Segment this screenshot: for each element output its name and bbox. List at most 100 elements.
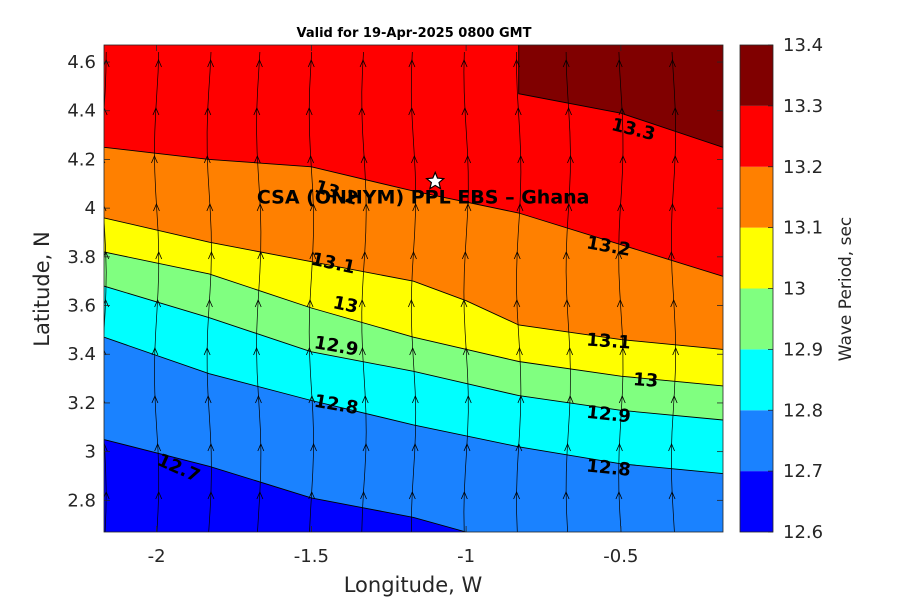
wave-arrowhead — [408, 490, 416, 500]
colorbar-tick-label: 12.8 — [783, 400, 823, 421]
wave-arrowhead — [360, 154, 368, 164]
contour-line-12.8 — [104, 336, 723, 475]
colorbar-swatch-12.9 — [740, 288, 773, 350]
wave-arrowhead — [307, 154, 314, 164]
wave-arrowhead — [409, 346, 417, 356]
wave-arrowhead — [155, 250, 163, 260]
contour-label: 13 — [331, 292, 360, 318]
wave-arrowhead — [207, 490, 215, 500]
wave-arrowhead — [514, 106, 522, 116]
wave-arrowhead — [513, 298, 521, 308]
wave-arrowhead — [464, 154, 472, 164]
wave-arrowhead — [308, 490, 316, 500]
colorbar-tick-label: 13.2 — [783, 157, 823, 178]
wave-arrowhead — [517, 394, 525, 404]
y-tick-label: 3.8 — [67, 247, 96, 268]
colorbar-swatch-12.7 — [740, 410, 773, 472]
colorbar-tick-label: 13.3 — [783, 96, 823, 117]
wave-arrowhead — [206, 298, 213, 308]
wave-streamline — [671, 51, 677, 532]
wave-arrowhead — [515, 442, 523, 452]
wave-arrowhead — [411, 442, 419, 452]
wave-arrowhead — [306, 346, 313, 356]
wave-arrowhead — [361, 250, 369, 260]
wave-arrowhead — [562, 58, 570, 68]
wave-streamline — [361, 51, 367, 532]
x-tick-label: -0.5 — [603, 546, 638, 567]
colorbar-tick-label: 12.9 — [783, 339, 823, 360]
wave-streamline — [154, 51, 160, 532]
contour-label: 12.8 — [585, 455, 631, 481]
wave-arrowhead — [154, 442, 162, 452]
wave-streamline — [410, 51, 417, 532]
wave-arrowhead — [463, 442, 471, 452]
wave-arrowhead — [151, 154, 158, 164]
wave-arrowhead — [618, 394, 626, 404]
x-axis-ticks: -2 -1.5 -1 -0.5 — [148, 45, 638, 567]
wave-arrowhead — [359, 58, 367, 68]
wave-arrowhead — [617, 202, 624, 212]
wave-arrowhead — [618, 106, 626, 116]
wave-arrowhead — [563, 298, 571, 308]
wave-arrowhead — [204, 106, 212, 116]
wave-arrowhead — [408, 58, 416, 68]
wave-arrowhead — [671, 106, 679, 116]
contour-label: 12.9 — [585, 402, 631, 428]
wave-arrowhead — [670, 394, 678, 404]
wave-arrowhead — [619, 346, 627, 356]
site-label: CSA (ONHYM) PPL EBS – Ghana — [257, 186, 590, 208]
wave-arrowhead — [253, 154, 261, 164]
wave-arrowhead — [256, 490, 264, 500]
wave-arrowhead — [256, 202, 264, 212]
wave-arrowhead — [253, 346, 260, 356]
x-tick-label: -1.5 — [294, 546, 329, 567]
y-tick-label: 3.2 — [67, 393, 96, 414]
wave-arrowhead — [460, 58, 468, 68]
y-tick-label: 3.4 — [67, 344, 96, 365]
wave-arrowhead — [255, 394, 262, 404]
wave-arrowhead — [412, 202, 420, 212]
wave-arrowhead — [669, 58, 676, 68]
wave-streamline — [565, 51, 571, 532]
colorbar-swatch-13.2 — [740, 105, 773, 167]
y-axis-label: Latitude, N — [30, 231, 54, 347]
colorbar-tick-label: 12.7 — [783, 461, 823, 482]
wave-arrowhead — [153, 202, 160, 212]
wave-streamline — [256, 51, 262, 532]
colorbar-tick-label: 13 — [783, 279, 806, 300]
colorbar-tick-label: 13.1 — [783, 218, 823, 239]
colorbar-swatch-13.1 — [740, 166, 773, 228]
wave-arrowhead — [565, 202, 573, 212]
wave-arrowhead — [616, 298, 624, 308]
wave-arrowhead — [359, 346, 366, 356]
y-tick-label: 4.6 — [67, 52, 96, 73]
wave-arrowhead — [566, 394, 574, 404]
wave-arrowhead — [408, 106, 416, 116]
wave-arrowhead — [517, 154, 525, 164]
y-tick-label: 4 — [85, 198, 96, 219]
y-tick-label: 2.8 — [67, 490, 96, 511]
wave-arrowhead — [307, 58, 315, 68]
y-axis-ticks: 2.8 3 3.2 3.4 3.6 3.8 4 4.2 4.4 4.6 — [67, 52, 723, 511]
wave-arrowhead — [669, 202, 676, 212]
wave-arrowhead — [462, 346, 470, 356]
wave-arrowhead — [461, 250, 469, 260]
plot-area — [104, 45, 723, 532]
wave-arrowhead — [565, 106, 572, 116]
wave-arrowhead — [615, 58, 623, 68]
wave-arrowhead — [562, 490, 570, 500]
wave-arrowhead — [308, 394, 316, 404]
wave-arrowhead — [668, 250, 675, 260]
wave-arrowhead — [104, 205, 107, 212]
contour-line-12.9 — [104, 285, 723, 421]
wave-arrowhead — [464, 394, 472, 404]
wave-arrowhead — [672, 346, 680, 356]
wave-arrowhead — [410, 250, 417, 260]
wave-arrowhead — [203, 346, 211, 356]
plot-frame — [103, 44, 724, 533]
contour-label: 13 — [632, 369, 658, 392]
contour-line-13.1 — [104, 217, 723, 350]
y-tick-label: 4.2 — [67, 149, 96, 170]
wave-arrowhead — [208, 250, 215, 260]
